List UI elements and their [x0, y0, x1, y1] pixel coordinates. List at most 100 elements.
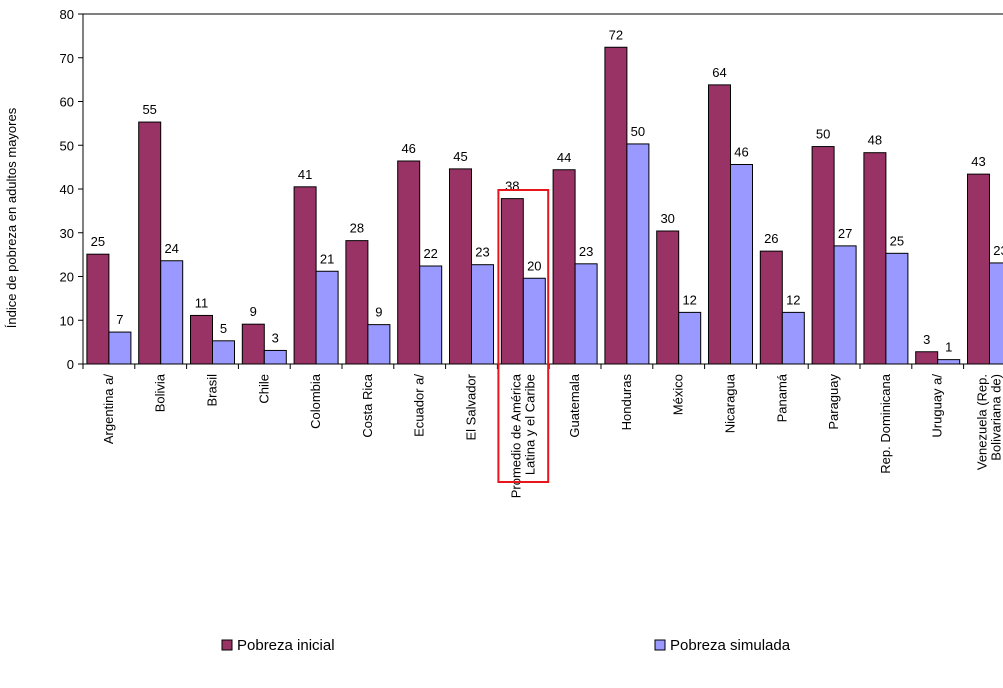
x-tick-label: Bolivia: [153, 373, 168, 412]
bar-pobreza-simulada: [160, 260, 184, 365]
bar-pobreza-inicial: [811, 146, 835, 365]
data-label: 22: [423, 246, 437, 261]
y-tick-label: 80: [60, 7, 74, 22]
bar-pobreza-inicial: [397, 160, 421, 365]
y-tick-label: 40: [60, 182, 74, 197]
legend-label: Pobreza simulada: [670, 637, 791, 654]
y-tick-label: 60: [60, 95, 74, 110]
bar-pobreza-simulada: [574, 263, 598, 365]
x-tick-label: Uruguay a/: [930, 374, 945, 438]
bar-pobreza-simulada: [367, 324, 391, 365]
bar-pobreza-simulada: [522, 277, 546, 365]
bar-pobreza-inicial: [915, 351, 939, 365]
data-label: 28: [350, 221, 364, 236]
bar-pobreza-inicial: [86, 253, 110, 365]
data-label: 3: [923, 332, 930, 347]
bar-pobreza-simulada: [678, 311, 702, 365]
y-tick-label: 70: [60, 51, 74, 66]
bar-pobreza-inicial: [604, 46, 628, 365]
y-axis-label-group: Índice de pobreza en adultos mayores: [4, 107, 19, 328]
data-label: 23: [475, 245, 489, 260]
x-tick-label: Nicaragua: [723, 373, 738, 433]
x-tick-label: Venezuela (Rep.: [975, 374, 990, 470]
y-axis-label: Índice de pobreza en adultos mayores: [4, 107, 19, 328]
data-label: 46: [734, 145, 748, 160]
legend-swatch: [221, 639, 233, 651]
x-tick-label: Colombia: [308, 373, 323, 429]
data-label: 41: [298, 167, 312, 182]
bar-pobreza-inicial: [345, 240, 369, 365]
x-tick-label: Brasil: [205, 374, 220, 407]
x-tick-label: Panamá: [774, 373, 789, 422]
x-tick-label: Paraguay: [826, 374, 841, 430]
bar-pobreza-simulada: [471, 264, 494, 365]
data-label: 30: [660, 211, 674, 226]
bar-pobreza-simulada: [730, 164, 753, 365]
data-label: 46: [401, 141, 415, 156]
legend-swatch: [654, 639, 666, 651]
x-tick-label: El Salvador: [464, 373, 479, 440]
data-label: 72: [609, 27, 623, 42]
bar-pobreza-simulada: [108, 331, 132, 365]
x-tick-label: Chile: [256, 374, 271, 404]
data-label: 44: [557, 150, 571, 165]
data-label: 9: [250, 304, 257, 319]
data-label: 27: [838, 226, 852, 241]
bar-pobreza-simulada: [626, 143, 650, 365]
data-label: 26: [764, 231, 778, 246]
data-label: 64: [712, 65, 726, 80]
bar-pobreza-inicial: [190, 314, 213, 365]
bar-pobreza-simulada: [263, 349, 287, 365]
x-tick-label: Costa Rica: [360, 373, 375, 437]
data-label: 21: [320, 251, 334, 266]
bar-pobreza-inicial: [708, 84, 731, 365]
bar-pobreza-simulada: [419, 265, 443, 365]
x-axis-tick-labels: Argentina a/Bolivia Brasil Chile Colombia Co…: [101, 373, 1003, 498]
legend-label: Pobreza inicial: [237, 637, 335, 654]
bar-pobreza-inicial: [293, 186, 317, 365]
x-tick-label: Promedio de América: [508, 373, 523, 498]
data-labels: 2575524115934121289462245233820442372503…: [91, 27, 1003, 354]
data-label: 12: [682, 292, 696, 307]
data-label: 38: [505, 179, 519, 194]
x-tick-label: Bolivariana de): [989, 374, 1003, 461]
x-tick-label: Honduras: [619, 374, 634, 431]
data-label: 1: [945, 340, 952, 355]
bars: [86, 46, 1003, 365]
y-tick-label: 50: [60, 138, 74, 153]
bar-pobreza-simulada: [781, 311, 805, 365]
data-label: 3: [272, 330, 279, 345]
data-label: 43: [971, 154, 985, 169]
legend: Pobreza inicial Pobreza simulada: [221, 637, 791, 654]
x-tick-label: México: [671, 374, 686, 415]
data-label: 25: [890, 233, 904, 248]
bar-pobreza-inicial: [500, 198, 524, 365]
bar-pobreza-inicial: [967, 173, 990, 365]
data-label: 48: [868, 133, 882, 148]
bar-pobreza-inicial: [656, 230, 680, 365]
data-label: 9: [375, 305, 382, 320]
y-tick-label: 10: [60, 313, 74, 328]
bar-pobreza-inicial: [138, 121, 162, 365]
bar-pobreza-inicial: [449, 168, 472, 365]
bar-pobreza-simulada: [212, 340, 235, 365]
bar-pobreza-simulada: [989, 262, 1003, 365]
x-tick-label: Rep. Dominicana: [878, 373, 893, 473]
y-axis: 0 10 20 30 40 50 60 70 80: [60, 7, 1003, 372]
data-label: 11: [195, 295, 209, 310]
data-label: 50: [816, 127, 830, 142]
data-label: 12: [786, 292, 800, 307]
bar-pobreza-simulada: [315, 270, 339, 365]
bar-pobreza-inicial: [241, 323, 265, 365]
y-tick-label: 20: [60, 270, 74, 285]
data-label: 55: [142, 102, 156, 117]
y-tick-label: 0: [67, 357, 74, 372]
x-tick-label: Latina y el Caribe: [522, 374, 537, 475]
bar-pobreza-inicial: [759, 250, 783, 365]
highlight-box: [497, 189, 550, 483]
x-tick-label: Ecuador a/: [412, 374, 427, 437]
y-tick-label: 30: [60, 226, 74, 241]
data-label: 50: [631, 124, 645, 139]
bar-pobreza-simulada: [833, 245, 857, 365]
